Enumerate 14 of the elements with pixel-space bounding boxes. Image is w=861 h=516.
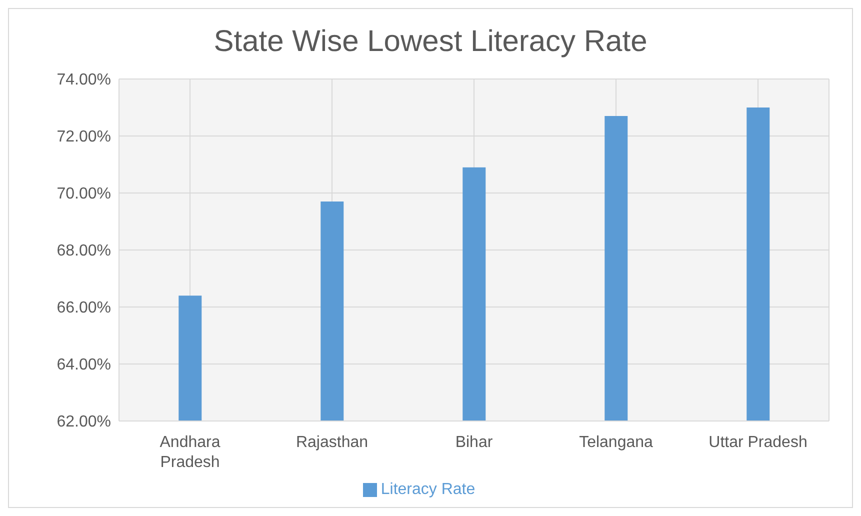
x-tick-label: Telangana [579,434,654,451]
y-tick-label: 68.00% [56,242,111,260]
y-tick-label: 66.00% [56,300,111,317]
y-tick-label: 72.00% [56,128,111,146]
chart-title: State Wise Lowest Literacy Rate [212,24,648,60]
y-tick-label: 74.00% [56,72,111,89]
x-tick-label: Andhara Pradesh [160,434,220,471]
x-tick-label: Bihar [455,434,494,451]
y-tick-label: 64.00% [56,356,111,374]
y-tick-label: 70.00% [56,186,111,203]
x-tick-label: Rajasthan [296,434,368,451]
y-tick-label: 62.00% [56,414,111,431]
legend-label: Literacy Rate [380,481,476,498]
x-tick-label: Uttar Pradesh [708,434,808,451]
